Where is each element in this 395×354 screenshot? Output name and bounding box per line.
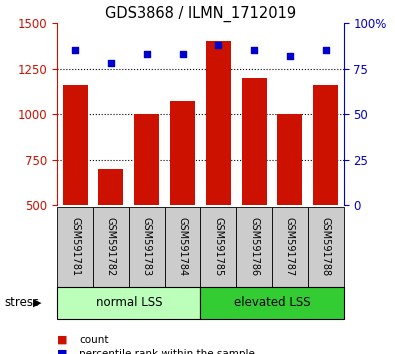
Bar: [170, 101, 195, 205]
Text: GSM591781: GSM591781: [70, 217, 80, 276]
Bar: [201, 287, 344, 319]
Bar: [206, 41, 231, 205]
Text: GSM591782: GSM591782: [106, 217, 116, 276]
Text: GSM591785: GSM591785: [213, 217, 223, 276]
Point: [215, 42, 222, 48]
Point: [251, 47, 257, 53]
Bar: [313, 85, 338, 205]
Text: GSM591783: GSM591783: [142, 217, 152, 276]
Point: [108, 60, 114, 66]
Bar: [57, 287, 201, 319]
Text: stress: stress: [4, 296, 39, 309]
Bar: [134, 114, 159, 205]
Text: count: count: [79, 335, 109, 345]
Text: normal LSS: normal LSS: [96, 296, 162, 309]
Bar: [201, 207, 236, 287]
Text: ▶: ▶: [33, 298, 42, 308]
Point: [72, 47, 78, 53]
Point: [323, 47, 329, 53]
Bar: [57, 207, 93, 287]
Text: GSM591784: GSM591784: [178, 217, 188, 276]
Bar: [308, 207, 344, 287]
Point: [287, 53, 293, 59]
Bar: [129, 207, 165, 287]
Text: elevated LSS: elevated LSS: [234, 296, 310, 309]
Point: [144, 51, 150, 57]
Bar: [63, 85, 88, 205]
Bar: [277, 114, 303, 205]
Text: ■: ■: [57, 335, 68, 345]
Bar: [236, 207, 272, 287]
Bar: [242, 78, 267, 205]
Point: [179, 51, 186, 57]
Text: GSM591788: GSM591788: [321, 217, 331, 276]
Text: percentile rank within the sample: percentile rank within the sample: [79, 349, 255, 354]
Bar: [165, 207, 201, 287]
Bar: [98, 169, 124, 205]
Text: ■: ■: [57, 349, 68, 354]
Bar: [272, 207, 308, 287]
Bar: [93, 207, 129, 287]
Text: GSM591787: GSM591787: [285, 217, 295, 276]
Text: GSM591786: GSM591786: [249, 217, 259, 276]
Title: GDS3868 / ILMN_1712019: GDS3868 / ILMN_1712019: [105, 5, 296, 22]
